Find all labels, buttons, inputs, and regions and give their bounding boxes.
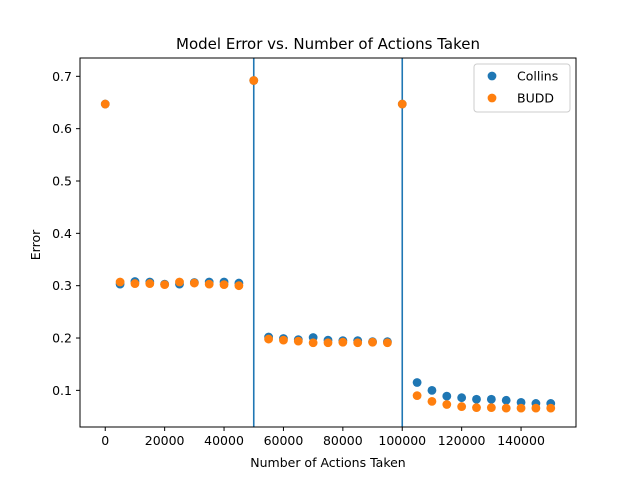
data-point-collins	[472, 394, 481, 404]
x-tick-label: 80000	[323, 433, 363, 448]
data-point-budd	[130, 279, 140, 288]
data-point-collins	[427, 385, 437, 395]
data-point-budd	[397, 99, 407, 109]
x-tick-label: 60000	[264, 433, 304, 448]
legend-label-collins: Collins	[517, 69, 558, 84]
data-point-budd	[264, 334, 273, 344]
data-point-budd	[160, 280, 170, 290]
data-point-budd	[546, 403, 556, 413]
data-point-budd	[501, 403, 511, 413]
y-tick-label: 0.6	[52, 121, 72, 136]
data-point-budd	[486, 403, 496, 413]
data-point-budd	[189, 278, 199, 288]
data-point-budd	[293, 336, 303, 346]
data-point-budd	[531, 403, 541, 413]
data-point-budd	[100, 99, 110, 109]
data-point-collins	[442, 391, 452, 401]
data-point-budd	[368, 337, 377, 347]
data-point-collins	[486, 394, 496, 404]
data-point-budd	[353, 338, 363, 348]
y-tick-label: 0.3	[52, 278, 72, 293]
y-tick-label: 0.5	[52, 174, 72, 189]
data-point-budd	[249, 76, 259, 85]
legend-marker-budd	[487, 93, 497, 103]
data-point-budd	[427, 396, 437, 406]
data-point-collins	[457, 393, 467, 403]
legend-label-budd: BUDD	[517, 91, 554, 106]
data-point-budd	[175, 277, 184, 287]
data-point-budd	[457, 402, 467, 411]
y-tick-label: 0.1	[52, 383, 72, 398]
x-tick-label: 0	[101, 433, 109, 448]
data-point-budd	[442, 400, 452, 409]
x-tick-label: 100000	[378, 433, 426, 448]
x-tick-label: 140000	[497, 433, 545, 448]
chart-title: Model Error vs. Number of Actions Taken	[176, 35, 480, 53]
axes-frame	[79, 57, 577, 428]
data-point-budd	[472, 403, 481, 413]
data-point-budd	[234, 281, 244, 291]
data-point-budd	[412, 391, 422, 400]
data-point-collins	[412, 378, 422, 387]
x-axis-title: Number of Actions Taken	[250, 455, 405, 470]
x-tick-label: 20000	[145, 433, 185, 448]
data-point-budd	[219, 280, 229, 290]
x-tick-label: 40000	[204, 433, 244, 448]
data-point-budd	[516, 403, 526, 413]
data-point-budd	[279, 335, 288, 345]
y-tick-label: 0.2	[52, 331, 72, 346]
y-tick-label: 0.4	[52, 226, 72, 241]
data-point-budd	[145, 279, 155, 288]
data-point-budd	[204, 279, 214, 289]
plot-area: 0 20000 40000 60000 80000 100000 120000 140000 0…	[52, 57, 577, 448]
y-axis-title: Error	[28, 229, 43, 260]
data-point-budd	[383, 338, 392, 348]
data-point-budd	[308, 338, 318, 348]
legend: Collins BUDD	[473, 63, 571, 113]
x-tick-label: 120000	[438, 433, 486, 448]
y-tick-label: 0.7	[52, 69, 72, 84]
legend-box	[473, 63, 571, 113]
data-point-budd	[115, 277, 125, 287]
data-point-collins	[501, 395, 511, 405]
legend-marker-collins	[487, 71, 497, 81]
data-point-budd	[323, 338, 333, 348]
data-point-budd	[338, 337, 348, 347]
